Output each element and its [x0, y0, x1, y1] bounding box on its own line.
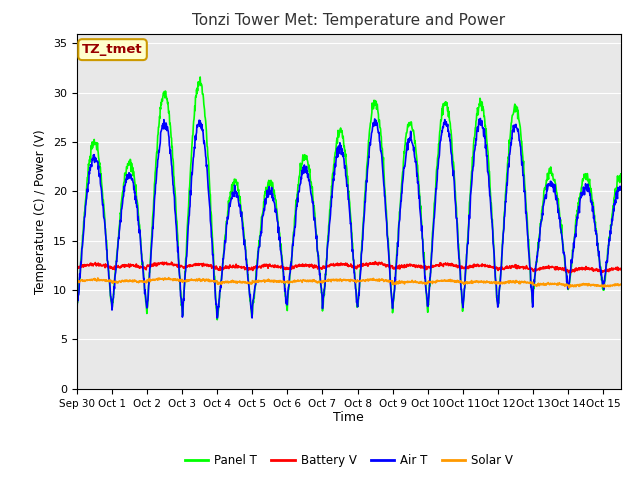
- Panel T: [213, 317, 221, 323]
- Panel T: [316, 268, 323, 274]
- Panel T: [137, 243, 145, 249]
- X-axis label: Time: Time: [333, 411, 364, 424]
- Legend: Panel T, Battery V, Air T, Solar V: Panel T, Battery V, Air T, Solar V: [180, 450, 518, 472]
- Solar V: [565, 285, 573, 291]
- Line: Air T: Air T: [77, 119, 621, 318]
- Line: Panel T: Panel T: [77, 77, 621, 320]
- Solar V: [617, 281, 625, 287]
- Air T: [383, 220, 390, 226]
- Panel T: [617, 171, 625, 177]
- Battery V: [617, 267, 625, 273]
- Air T: [137, 245, 145, 251]
- Solar V: [137, 278, 145, 284]
- Panel T: [383, 221, 391, 227]
- Panel T: [115, 228, 123, 233]
- Solar V: [164, 275, 172, 280]
- Y-axis label: Temperature (C) / Power (V): Temperature (C) / Power (V): [35, 129, 47, 293]
- Battery V: [564, 270, 572, 276]
- Solar V: [383, 277, 390, 283]
- Panel T: [196, 74, 204, 80]
- Line: Battery V: Battery V: [77, 262, 621, 273]
- Battery V: [137, 264, 145, 269]
- Solar V: [115, 278, 123, 284]
- Battery V: [73, 264, 81, 270]
- Air T: [304, 173, 312, 179]
- Air T: [617, 187, 625, 193]
- Battery V: [372, 259, 380, 264]
- Panel T: [73, 307, 81, 313]
- Text: TZ_tmet: TZ_tmet: [82, 43, 143, 56]
- Battery V: [325, 263, 333, 268]
- Solar V: [304, 277, 312, 283]
- Battery V: [383, 262, 390, 268]
- Battery V: [115, 264, 123, 270]
- Solar V: [316, 278, 323, 284]
- Solar V: [73, 279, 81, 285]
- Air T: [73, 301, 81, 307]
- Panel T: [326, 214, 333, 219]
- Air T: [477, 116, 484, 121]
- Air T: [316, 266, 323, 272]
- Line: Solar V: Solar V: [77, 277, 621, 288]
- Air T: [325, 228, 333, 234]
- Air T: [213, 315, 221, 321]
- Solar V: [325, 277, 333, 283]
- Panel T: [305, 164, 312, 170]
- Title: Tonzi Tower Met: Temperature and Power: Tonzi Tower Met: Temperature and Power: [192, 13, 506, 28]
- Battery V: [304, 263, 312, 268]
- Air T: [115, 236, 123, 241]
- Battery V: [315, 264, 323, 270]
